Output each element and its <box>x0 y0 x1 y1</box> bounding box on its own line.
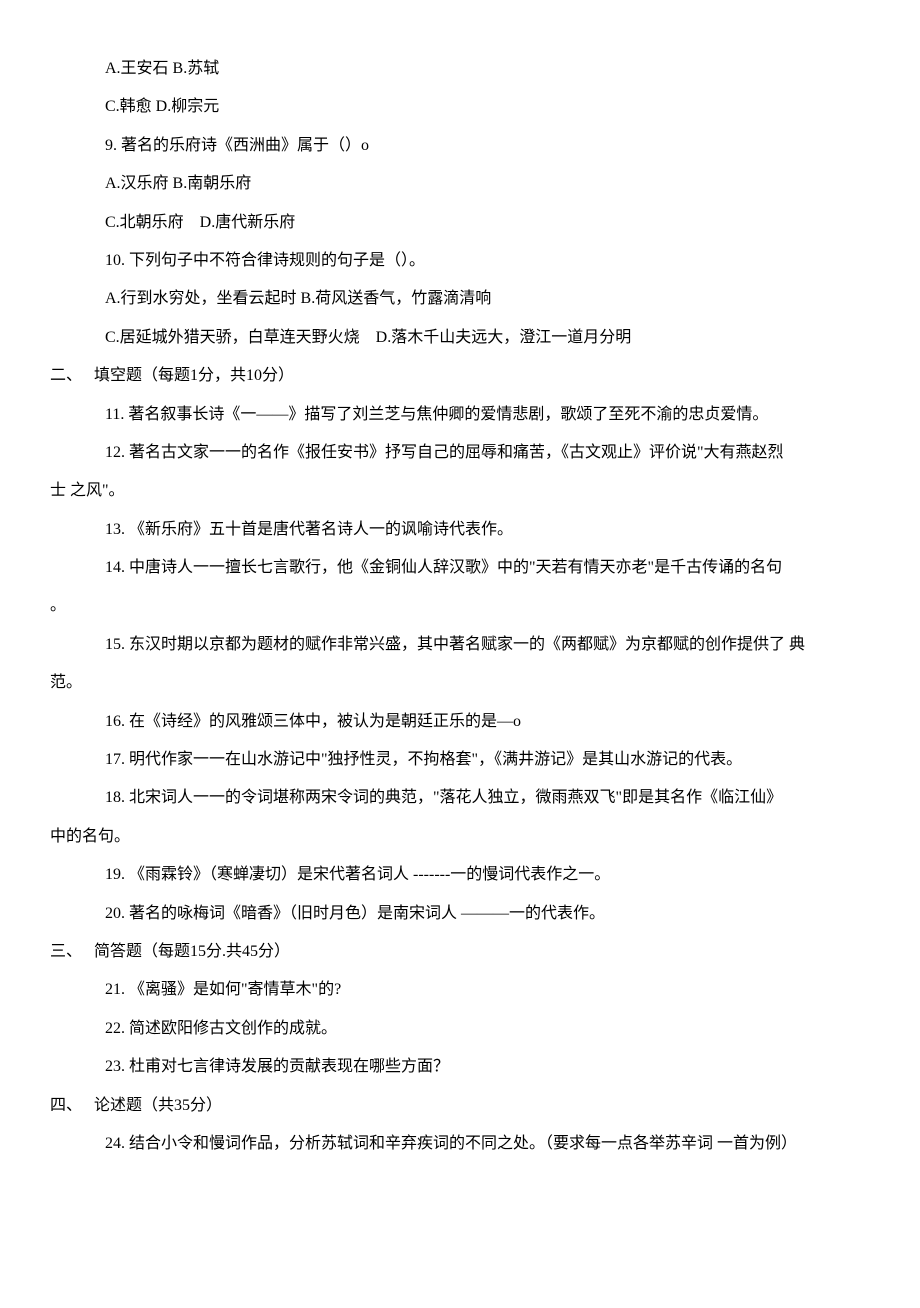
text-line: 9. 著名的乐府诗《西洲曲》属于（）o <box>30 127 890 165</box>
text-line: 范。 <box>30 664 890 702</box>
text-line: C.北朝乐府 D.唐代新乐府 <box>30 204 890 242</box>
text-line: 16. 在《诗经》的风雅颂三体中，被认为是朝廷正乐的是—o <box>30 703 890 741</box>
text-line: 12. 著名古文家一一的名作《报任安书》抒写自己的屈辱和痛苦，《古文观止》评价说… <box>30 434 890 472</box>
text-line: A.汉乐府 B.南朝乐府 <box>30 165 890 203</box>
text-line: 10. 下列句子中不符合律诗规则的句子是（）。 <box>30 242 890 280</box>
text-line: 23. 杜甫对七言律诗发展的贡献表现在哪些方面？ <box>30 1048 890 1086</box>
text-line: 17. 明代作家一一在山水游记中"独抒性灵，不拘格套"，《满井游记》是其山水游记… <box>30 741 890 779</box>
text-line: 15. 东汉时期以京都为题材的赋作非常兴盛，其中著名赋家一的《两都赋》为京都赋的… <box>30 626 890 664</box>
document-body: A.王安石 B.苏轼C.韩愈 D.柳宗元9. 著名的乐府诗《西洲曲》属于（）oA… <box>30 50 890 1163</box>
text-line: 11. 著名叙事长诗《一——》描写了刘兰芝与焦仲卿的爱情悲剧，歌颂了至死不渝的忠… <box>30 396 890 434</box>
text-line: 22. 简述欧阳修古文创作的成就。 <box>30 1010 890 1048</box>
text-line: 二、 填空题（每题1分，共10分） <box>30 357 890 395</box>
text-line: C.韩愈 D.柳宗元 <box>30 88 890 126</box>
text-line: C.居延城外猎天骄，白草连天野火烧 D.落木千山夫远大，澄江一道月分明 <box>30 319 890 357</box>
text-line: 21. 《离骚》是如何"寄情草木"的? <box>30 971 890 1009</box>
text-line: A.王安石 B.苏轼 <box>30 50 890 88</box>
text-line: 。 <box>30 587 890 625</box>
text-line: 20. 著名的咏梅词《暗香》（旧时月色）是南宋词人 ———一的代表作。 <box>30 895 890 933</box>
text-line: 三、 简答题（每题15分.共45分） <box>30 933 890 971</box>
text-line: 中的名句。 <box>30 818 890 856</box>
text-line: 18. 北宋词人一一的令词堪称两宋令词的典范，"落花人独立，微雨燕双飞"即是其名… <box>30 779 890 817</box>
text-line: 四、 论述题（共35分） <box>30 1087 890 1125</box>
text-line: 19. 《雨霖铃》（寒蝉凄切）是宋代著名词人 -------一的慢词代表作之一。 <box>30 856 890 894</box>
text-line: A.行到水穷处，坐看云起时 B.荷风送香气，竹露滴清响 <box>30 280 890 318</box>
text-line: 24. 结合小令和慢词作品，分析苏轼词和辛弃疾词的不同之处。（要求每一点各举苏辛… <box>30 1125 890 1163</box>
text-line: 14. 中唐诗人一一擅长七言歌行，他《金铜仙人辞汉歌》中的"天若有情天亦老"是千… <box>30 549 890 587</box>
text-line: 13. 《新乐府》五十首是唐代著名诗人一的讽喻诗代表作。 <box>30 511 890 549</box>
text-line: 士 之风"。 <box>30 472 890 510</box>
